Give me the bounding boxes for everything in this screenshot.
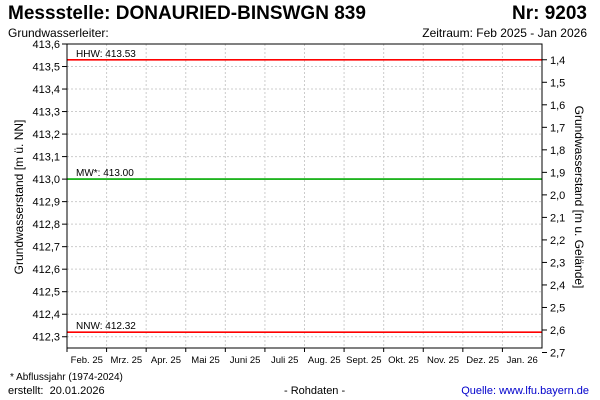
x-tick-label: Sept. 25 (346, 355, 381, 366)
y-tick-label-left: 413,4 (32, 84, 60, 96)
y-tick-label-left: 412,8 (32, 219, 60, 231)
y-tick-label-right: 1,6 (550, 100, 565, 112)
y-tick-label-left: 412,9 (32, 197, 60, 209)
y-tick-label-left: 412,5 (32, 287, 60, 299)
y-tick-label-right: 2,0 (550, 190, 565, 202)
y-tick-label-right: 2,5 (550, 302, 565, 314)
y-tick-label-right: 2,6 (550, 325, 565, 337)
source-info: Quelle: www.lfu.bayern.de (461, 385, 589, 397)
x-tick-label: Feb. 25 (71, 355, 103, 366)
y-tick-label-right: 1,7 (550, 122, 565, 134)
created-info: erstellt: 20.01.2026 (8, 385, 105, 397)
x-tick-label: Aug. 25 (308, 355, 341, 366)
y-tick-label-left: 412,3 (32, 332, 60, 344)
y-tick-label-left: 413,6 (32, 39, 60, 51)
y-tick-label-left: 413,1 (32, 152, 60, 164)
y-tick-label-left: 412,7 (32, 242, 60, 254)
y-tick-label-right: 2,2 (550, 235, 565, 247)
y-tick-label-right: 1,8 (550, 145, 565, 157)
y-tick-label-left: 412,6 (32, 264, 60, 276)
reference-line-label: HHW: 413.53 (76, 49, 136, 60)
y-tick-label-left: 413,0 (32, 174, 60, 186)
reference-line-label: MW*: 413.00 (76, 168, 134, 179)
aquifer-label: Grundwasserleiter: (8, 26, 109, 40)
created-label: erstellt: (8, 385, 44, 397)
y-tick-label-left: 413,3 (32, 107, 60, 119)
y-axis-label-left: Grundwasserstand [m ü. NN] (12, 120, 26, 275)
y-tick-label-right: 1,5 (550, 77, 565, 89)
source-label: Quelle: (461, 385, 497, 397)
y-tick-label-left: 412,4 (32, 309, 60, 321)
y-tick-label-right: 1,9 (550, 167, 565, 179)
x-tick-label: Apr. 25 (151, 355, 181, 366)
x-tick-label: Juni 25 (230, 355, 261, 366)
rawdata-label: - Rohdaten - (284, 385, 346, 397)
x-tick-label: Juli 25 (271, 355, 298, 366)
y-tick-label-right: 2,4 (550, 280, 565, 292)
reference-lines: HHW: 413.53 MW*: 413.00 NNW: 412.32 (67, 49, 542, 334)
x-tick-label: Mrz. 25 (111, 355, 143, 366)
y-tick-label-right: 2,7 (550, 348, 565, 360)
x-tick-label: Okt. 25 (388, 355, 419, 366)
x-tick-label: Dez. 25 (466, 355, 499, 366)
y-tick-label-left: 413,5 (32, 62, 60, 74)
y-tick-label-right: 2,1 (550, 212, 565, 224)
station-title: Messstelle: DONAURIED-BINSWGN 839 (8, 3, 366, 24)
created-date: 20.01.2026 (49, 385, 105, 397)
y-tick-label-right: 2,3 (550, 257, 565, 269)
x-tick-label: Nov. 25 (427, 355, 459, 366)
source-link[interactable]: www.lfu.bayern.de (499, 385, 589, 397)
x-tick-label: Mai 25 (191, 355, 220, 366)
period-label: Zeitraum: Feb 2025 - Jan 2026 (422, 26, 587, 40)
x-tick-label: Jan. 26 (507, 355, 538, 366)
axes: 413,6 413,5 413,4 413,3 413,2 413,1 413,0 412,9… (32, 39, 565, 366)
y-axis-label-right: Grundwasserstand [m u. Gelände] (572, 106, 586, 289)
reference-line-label: NNW: 412.32 (76, 321, 136, 332)
y-tick-label-left: 413,2 (32, 129, 60, 141)
grid (67, 43, 542, 348)
y-tick-label-right: 1,4 (550, 55, 565, 67)
station-number: Nr: 9203 (512, 3, 587, 24)
footnote: * Abflussjahr (1974-2024) (10, 372, 123, 383)
